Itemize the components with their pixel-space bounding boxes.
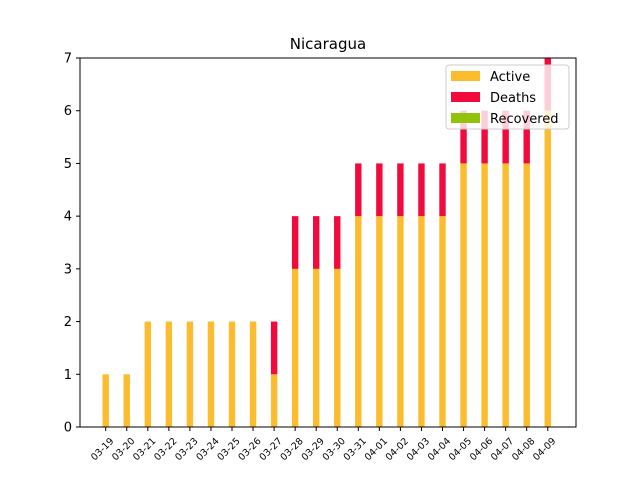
bar-active-03-31 [355,216,362,427]
bar-deaths-04-07 [502,110,509,164]
bar-deaths-03-29 [313,216,320,269]
bar-deaths-03-28 [291,216,299,269]
bar-active-04-02 [397,216,404,427]
y-tick-label: 1 [64,368,72,383]
x-tick-label-03-21: 03-21 [131,436,158,463]
bar-deaths-03-30 [334,216,341,269]
x-tick-label-03-25: 03-25 [215,436,242,463]
x-tick-label-03-28: 03-28 [279,436,306,463]
x-tick-label-04-07: 04-07 [489,436,516,463]
x-tick-label-03-29: 03-29 [300,436,327,463]
bars-layer [102,58,551,428]
x-tick-label-03-27: 03-27 [257,436,284,463]
bar-deaths-04-04 [439,163,446,217]
plot-frame [79,57,577,428]
bar-active-04-03 [418,216,425,427]
bar-active-04-09 [544,110,551,428]
legend-swatch-deaths [451,92,480,102]
bar-deaths-03-31 [355,163,362,217]
x-tick-label-03-31: 03-31 [342,436,369,463]
bar-active-04-01 [376,216,383,427]
bar-active-03-26 [249,321,257,427]
x-tick-label-03-22: 03-22 [152,436,179,463]
bar-deaths-04-05 [460,110,467,164]
x-tick-label-04-04: 04-04 [426,436,453,463]
bar-active-04-08 [523,163,530,427]
y-axis: 0 1 2 3 4 5 6 7 [64,52,80,436]
bar-deaths-04-02 [397,163,404,217]
bar-active-03-30 [334,268,341,427]
legend-label-recovered: Recovered [490,112,559,127]
bar-active-03-28 [291,268,299,427]
x-tick-label-04-01: 04-01 [363,436,390,463]
bar-active-03-25 [228,321,236,427]
bar-active-03-19 [102,374,109,427]
x-tick-label-04-05: 04-05 [447,436,474,463]
y-tick-label: 3 [64,262,72,277]
bar-deaths-04-08 [523,110,530,164]
bar-active-04-04 [439,216,446,427]
legend-label-active: Active [490,70,530,85]
bar-active-03-22 [165,321,173,427]
y-tick-label: 5 [64,157,72,172]
bar-active-03-23 [186,321,194,427]
bar-deaths-03-27 [270,321,278,375]
bar-deaths-04-03 [418,163,425,217]
legend-swatch-active [451,71,480,81]
x-tick-label-04-03: 04-03 [405,436,432,463]
bar-deaths-04-06 [481,110,488,164]
bar-active-04-06 [481,163,488,427]
x-tick-label-03-24: 03-24 [194,436,221,463]
y-tick-label: 0 [64,421,72,436]
y-tick-label: 2 [64,315,72,330]
bar-active-03-29 [313,268,320,427]
legend: Active Deaths Recovered [445,64,570,130]
x-tick-label-03-20: 03-20 [110,436,137,463]
x-tick-label-03-26: 03-26 [236,436,263,463]
bar-active-04-05 [460,163,467,427]
x-tick-label-03-19: 03-19 [89,436,116,463]
y-tick-label: 7 [64,52,72,67]
legend-swatch-recovered [451,113,480,123]
bar-active-03-24 [207,321,215,427]
x-axis: 03-1903-2003-2103-2203-2303-2403-2503-26… [89,427,558,463]
bar-active-03-21 [144,321,151,427]
bar-active-03-27 [270,374,278,427]
y-tick-label: 6 [64,104,72,119]
x-tick-label-04-02: 04-02 [384,436,411,463]
bar-active-03-20 [123,374,130,427]
bar-deaths-04-01 [376,163,383,217]
x-tick-label-03-30: 03-30 [321,436,348,463]
x-tick-label-04-08: 04-08 [510,436,537,463]
x-tick-label-03-23: 03-23 [173,436,200,463]
x-tick-label-04-06: 04-06 [468,436,495,463]
y-tick-label: 4 [64,210,72,225]
chart-title: Nicaragua [290,35,366,53]
x-tick-label-04-09: 04-09 [531,436,558,463]
legend-label-deaths: Deaths [490,91,536,106]
bar-active-04-07 [502,163,509,427]
